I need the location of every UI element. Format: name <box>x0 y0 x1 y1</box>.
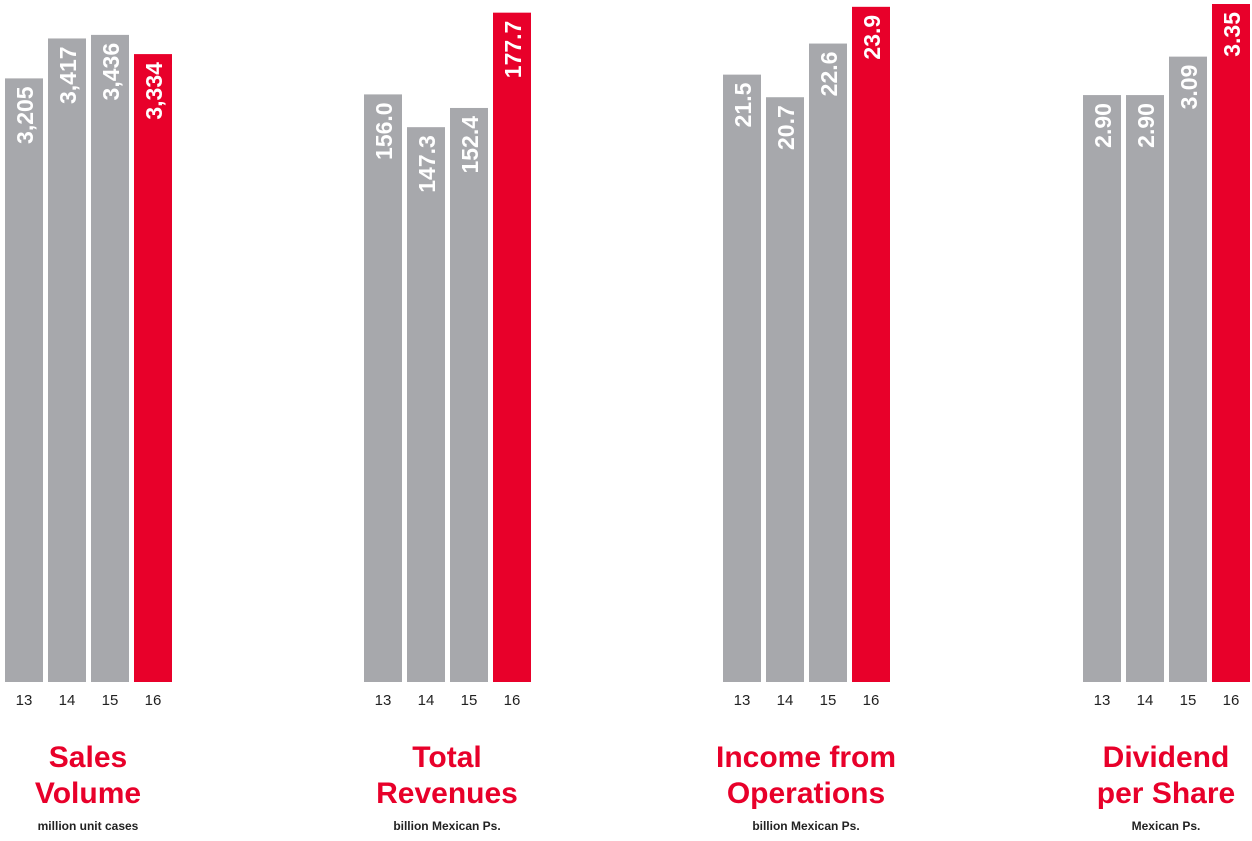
bar <box>766 97 804 683</box>
bar-value-label: 20.7 <box>773 105 799 150</box>
x-tick-label: 15 <box>461 692 478 709</box>
bar-value-label: 21.5 <box>730 82 756 127</box>
x-tick-label: 15 <box>102 692 119 709</box>
bar-value-label: 22.6 <box>816 52 842 97</box>
panel-title-sales-volume: Sales Volume <box>0 740 208 812</box>
x-tick-label: 16 <box>504 692 521 709</box>
bar-value-label: 177.7 <box>500 21 526 79</box>
bar-chart-panel: 2.90 13 2.90 14 3.09 15 3.35 16 <box>1083 4 1250 709</box>
x-tick-label: 14 <box>777 692 794 709</box>
bar <box>48 38 86 682</box>
bar-value-label: 147.3 <box>414 135 440 193</box>
bar-chart-panel: 3,205 13 3,417 14 3,436 15 3,334 16 <box>5 34 172 709</box>
x-tick-label: 15 <box>1180 692 1197 709</box>
bar <box>1083 95 1121 682</box>
title-line: per Share <box>1096 777 1236 810</box>
x-tick-label: 16 <box>145 692 162 709</box>
x-tick-label: 13 <box>1094 692 1111 709</box>
bar <box>852 6 890 682</box>
x-tick-label: 14 <box>1137 692 1154 709</box>
bar <box>1169 56 1207 682</box>
title-line: Total <box>412 741 482 774</box>
x-tick-label: 16 <box>1223 692 1240 709</box>
title-line: Sales <box>48 741 128 774</box>
bar <box>450 107 488 682</box>
bar <box>364 94 402 682</box>
x-tick-label: 13 <box>375 692 392 709</box>
bar-value-label: 23.9 <box>859 15 885 60</box>
title-line: Dividend <box>1102 741 1230 774</box>
panel-title-dividend-per-share: Dividend per Share <box>1046 740 1252 812</box>
panel-unit-total-revenues: billion Mexican Ps. <box>393 819 501 833</box>
x-tick-label: 14 <box>59 692 76 709</box>
bar-value-label: 2.90 <box>1090 103 1116 148</box>
panel-title-income-from-operations: Income from Operations <box>686 740 926 812</box>
x-tick-label: 13 <box>16 692 33 709</box>
panel-unit-income-from-operations: billion Mexican Ps. <box>752 819 860 833</box>
x-tick-label: 14 <box>418 692 435 709</box>
bar <box>1212 4 1250 682</box>
x-tick-label: 16 <box>863 692 880 709</box>
bar-value-label: 156.0 <box>371 102 397 160</box>
bar-value-label: 3,205 <box>12 86 38 144</box>
bar <box>134 54 172 682</box>
panel-unit-dividend-per-share: Mexican Ps. <box>1131 819 1201 833</box>
title-line: Income from <box>715 741 897 774</box>
bar <box>809 43 847 683</box>
bar-value-label: 3,417 <box>55 46 81 104</box>
panel-unit-sales-volume: million unit cases <box>37 819 139 833</box>
bar <box>493 12 531 683</box>
bar-value-label: 3,436 <box>98 43 124 101</box>
bar-chart-panel: 21.5 13 20.7 14 22.6 15 23.9 16 <box>723 6 890 709</box>
title-line: Volume <box>34 777 142 810</box>
x-tick-label: 15 <box>820 692 837 709</box>
title-line: Revenues <box>376 777 518 810</box>
bar-value-label: 152.4 <box>457 116 483 174</box>
title-line: Operations <box>726 777 886 810</box>
bar-value-label: 2.90 <box>1133 103 1159 148</box>
bar <box>91 34 129 683</box>
bar <box>1126 95 1164 682</box>
bar-value-label: 3,334 <box>141 62 167 120</box>
bar <box>5 78 43 683</box>
bar <box>723 74 761 682</box>
bar-value-label: 3.09 <box>1176 65 1202 110</box>
panel-title-total-revenues: Total Revenues <box>327 740 567 812</box>
bar-chart-panel: 156.0 13 147.3 14 152.4 15 177.7 16 <box>364 12 531 709</box>
bar <box>407 127 445 683</box>
x-tick-label: 13 <box>734 692 751 709</box>
bar-value-label: 3.35 <box>1219 12 1245 57</box>
